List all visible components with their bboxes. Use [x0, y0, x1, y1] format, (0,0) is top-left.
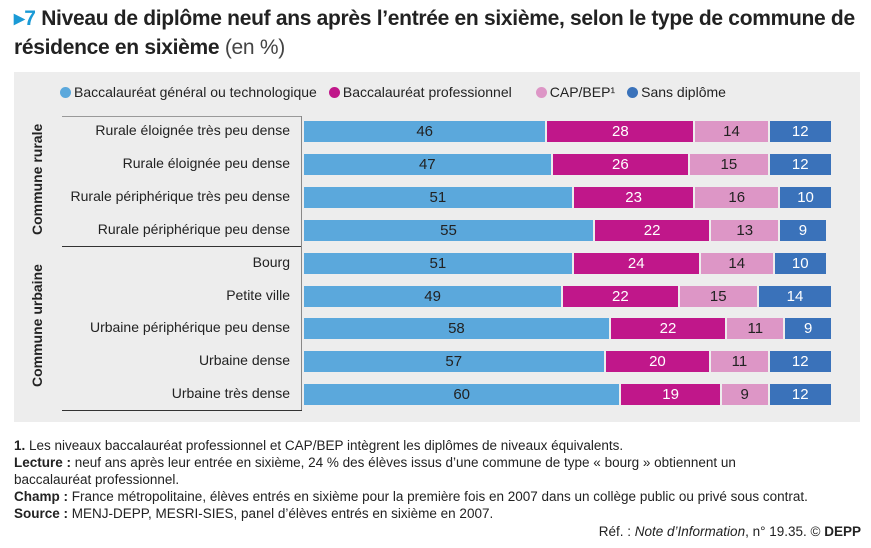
figure-number: ▸7 — [14, 7, 36, 30]
bar-segment: 16 — [695, 186, 779, 208]
bar-segment: 22 — [594, 219, 710, 241]
bar-segment: 12 — [769, 121, 831, 142]
category-label: Rurale périphérique peu dense — [97, 220, 290, 237]
bar-segment: 55 — [304, 219, 593, 241]
footnotes: 1. Les niveaux baccalauréat professionne… — [14, 437, 864, 522]
bar-segment: 10 — [780, 186, 831, 208]
category-label: Urbaine périphérique peu dense — [89, 319, 290, 336]
legend-label: CAP/BEP¹ — [549, 84, 616, 100]
legend-label: Sans diplôme — [641, 84, 726, 100]
legend-label: Baccalauréat général ou technologique — [74, 84, 317, 100]
bar-segment: 23 — [573, 186, 694, 208]
group-label-urban: Commune urbaine — [29, 264, 45, 387]
bar-segment: 14 — [758, 285, 831, 307]
legend-item: Sans diplôme — [627, 84, 726, 100]
bar-segment: 11 — [711, 351, 768, 373]
reference: Réf. : Note d’Information, n° 19.35. © D… — [598, 524, 861, 539]
bar-segment: 51 — [304, 186, 572, 208]
footnote-1: 1. Les niveaux baccalauréat professionne… — [14, 438, 624, 453]
category-label: Petite ville — [226, 286, 290, 303]
divider — [62, 116, 302, 117]
bar-segment: 14 — [695, 121, 768, 142]
title-unit: (en %) — [224, 36, 285, 59]
bar-segment: 11 — [727, 318, 784, 340]
footnote-champ: Champ : France métropolitaine, élèves en… — [14, 489, 808, 504]
axis-line — [301, 116, 302, 410]
chart-title: ▸7 Niveau de diplôme neuf ans après l’en… — [14, 4, 864, 62]
bar-segment: 12 — [769, 384, 831, 406]
bar-segment: 19 — [621, 384, 720, 406]
bar-segment: 24 — [573, 252, 699, 274]
footnote-lecture: Lecture : neuf ans après leur entrée en … — [14, 455, 736, 487]
bar-segment: 51 — [304, 252, 572, 274]
legend-item: Baccalauréat professionnel — [328, 84, 512, 100]
category-label: Rurale éloignée peu dense — [122, 154, 290, 171]
bar-segment: 47 — [304, 153, 551, 175]
bar-segment: 26 — [552, 153, 689, 175]
bar-segment: 13 — [711, 219, 779, 241]
bar-segment: 12 — [769, 153, 831, 175]
legend-marker — [60, 86, 71, 98]
bar-segment: 60 — [304, 384, 620, 406]
divider — [62, 246, 302, 247]
title-text: Niveau de diplôme neuf ans après l’entré… — [14, 7, 855, 59]
category-label: Bourg — [252, 253, 290, 270]
bar-segment: 49 — [304, 285, 562, 307]
bar-segment: 58 — [304, 318, 609, 340]
category-label: Rurale périphérique très peu dense — [70, 187, 290, 204]
bar-segment: 46 — [304, 121, 546, 142]
category-label: Rurale éloignée très peu dense — [95, 122, 290, 138]
bar-segment: 15 — [679, 285, 757, 307]
legend-item: CAP/BEP¹ — [535, 84, 616, 100]
bar-segment: 20 — [605, 351, 710, 373]
legend-label: Baccalauréat professionnel — [342, 84, 512, 100]
bar-segment: 10 — [774, 252, 826, 274]
bar-segment: 9 — [721, 384, 768, 406]
group-label-rural: Commune rurale — [29, 123, 45, 235]
divider — [62, 410, 302, 411]
bar-segment: 22 — [563, 285, 678, 307]
legend-marker — [535, 86, 547, 98]
bar-segment: 15 — [690, 153, 768, 175]
bar-segment: 22 — [610, 318, 726, 340]
legend-marker — [328, 86, 340, 98]
legend: Baccalauréat général ou technologique Bac… — [60, 84, 726, 100]
bar-segment: 28 — [547, 121, 694, 142]
category-label: Urbaine dense — [198, 352, 290, 369]
legend-item: Baccalauréat général ou technologique — [60, 84, 317, 100]
category-label: Urbaine très dense — [171, 385, 290, 402]
legend-marker — [627, 86, 639, 98]
bar-segment: 57 — [304, 351, 604, 373]
footnote-source: Source : MENJ-DEPP, MESRI-SIES, panel d’… — [14, 506, 494, 521]
bar-segment: 14 — [700, 252, 773, 274]
bar-segment: 12 — [769, 351, 831, 373]
bar-segment: 9 — [785, 318, 831, 340]
bar-segment: 9 — [780, 219, 826, 241]
